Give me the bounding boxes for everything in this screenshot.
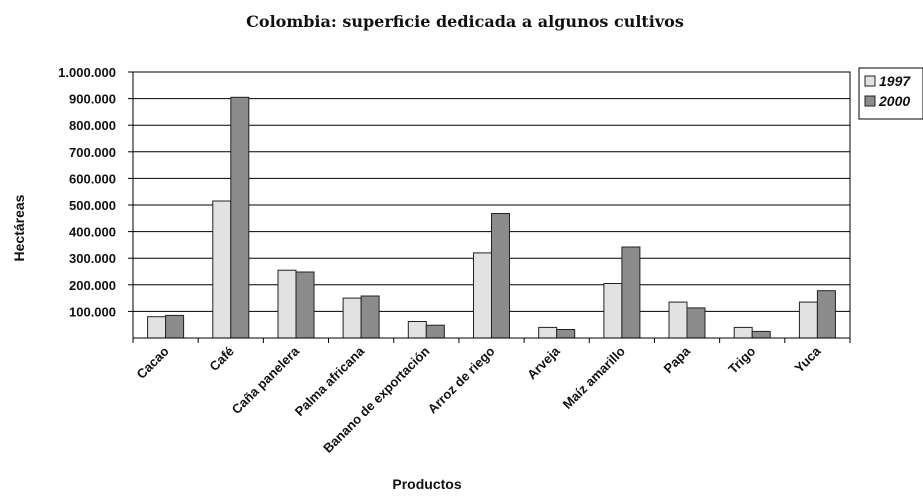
bar-1997 bbox=[407, 321, 427, 339]
bar-2000 bbox=[425, 324, 445, 339]
y-tick-label: 1.000.000 bbox=[58, 65, 116, 80]
legend-label-1997: 1997 bbox=[879, 73, 911, 89]
bar-2000 bbox=[686, 307, 706, 339]
x-tick-label: Cacao bbox=[134, 343, 172, 381]
x-tick-label: Trigo bbox=[725, 343, 758, 376]
x-tick-label: Arroz de riego bbox=[425, 343, 498, 416]
bar-1997 bbox=[473, 252, 492, 339]
bar-1997 bbox=[147, 316, 167, 339]
bar-1997 bbox=[342, 297, 362, 339]
legend-swatch-1997 bbox=[864, 75, 876, 87]
legend-swatch-2000 bbox=[864, 95, 876, 107]
chart-title: Colombia: superficie dedicada a algunos … bbox=[246, 12, 684, 31]
bar-2000 bbox=[491, 213, 510, 339]
x-tick-label: Banano de exportación bbox=[320, 343, 432, 455]
x-tick-label: Arveja bbox=[524, 343, 563, 382]
x-tick-label: Maíz amarillo bbox=[560, 343, 628, 411]
bar-2000 bbox=[816, 290, 836, 339]
y-tick-label: 700.000 bbox=[69, 145, 116, 160]
x-tick-label: Caña panelera bbox=[229, 343, 303, 417]
y-tick-label: 300.000 bbox=[69, 251, 116, 266]
axes bbox=[128, 71, 851, 343]
bar-2000 bbox=[165, 314, 185, 339]
bar-1997 bbox=[277, 269, 297, 339]
bar-1997 bbox=[212, 200, 232, 339]
bar-2000 bbox=[621, 246, 641, 339]
bar-1997 bbox=[603, 283, 623, 339]
bar-2000 bbox=[556, 329, 576, 339]
bars bbox=[147, 96, 836, 339]
bar-1997 bbox=[668, 301, 688, 339]
bar-2000 bbox=[230, 96, 250, 339]
x-tick-label: Café bbox=[206, 344, 237, 375]
x-axis-label: Productos bbox=[392, 476, 461, 491]
bar-1997 bbox=[798, 301, 818, 339]
plot-area bbox=[132, 71, 851, 339]
bar-1997 bbox=[538, 326, 558, 339]
y-tick-label: 200.000 bbox=[69, 278, 116, 293]
bar-2000 bbox=[295, 271, 315, 339]
y-tick-label: 400.000 bbox=[69, 225, 116, 240]
y-tick-label: 500.000 bbox=[69, 198, 116, 213]
legend-label-2000: 2000 bbox=[878, 93, 910, 109]
bar-2000 bbox=[751, 330, 771, 339]
y-tick-labels: 100.000 200.000 300.000 400.000 500.000 600.0… bbox=[58, 65, 116, 319]
y-tick-label: 600.000 bbox=[69, 171, 116, 186]
x-tick-label: Papa bbox=[661, 343, 694, 376]
y-tick-label: 900.000 bbox=[69, 92, 116, 107]
legend: 1997 2000 bbox=[858, 67, 923, 120]
x-tick-label: Yuca bbox=[791, 343, 824, 376]
y-tick-label: 100.000 bbox=[69, 304, 116, 319]
y-axis-label: Hectáreas bbox=[11, 194, 27, 261]
bar-2000 bbox=[360, 295, 380, 339]
y-tick-label: 800.000 bbox=[69, 118, 116, 133]
bar-1997 bbox=[733, 326, 753, 339]
